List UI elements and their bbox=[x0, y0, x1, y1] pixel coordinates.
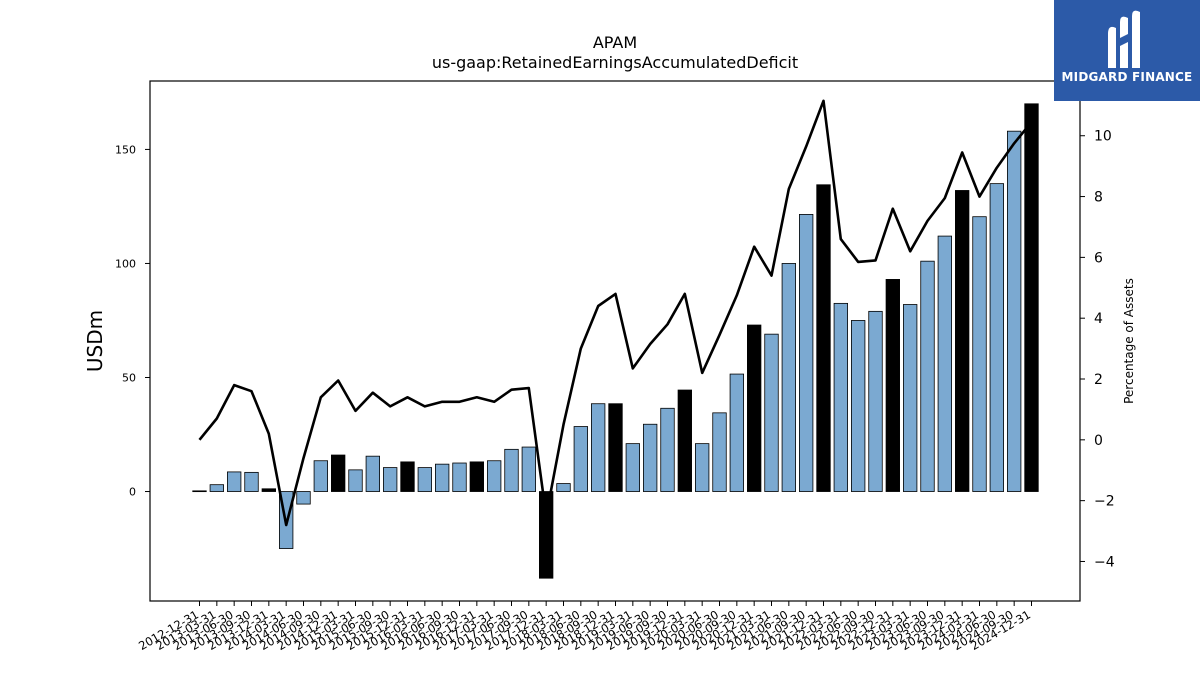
midgard-logo-icon bbox=[1108, 10, 1140, 69]
bar-2015-12-31 bbox=[400, 461, 415, 492]
bar-2021-12-31 bbox=[816, 184, 831, 492]
bar-2022-06-30 bbox=[851, 320, 866, 492]
bar-2019-06-30 bbox=[643, 423, 658, 492]
bar-2018-03-31 bbox=[556, 483, 571, 492]
bar-2023-03-31 bbox=[903, 304, 918, 492]
y-axis-right-label: Percentage of Assets bbox=[1122, 278, 1136, 404]
bar-2017-03-31 bbox=[487, 460, 502, 492]
bar-2016-03-31 bbox=[417, 467, 432, 492]
bar-2018-12-31 bbox=[608, 403, 623, 492]
right-tick-label: 6 bbox=[1094, 250, 1103, 266]
bar-2021-09-30 bbox=[799, 214, 814, 492]
bar-2013-06-30 bbox=[227, 471, 242, 492]
bar-2024-09-30 bbox=[1007, 130, 1022, 492]
chart-title: APAM bbox=[593, 33, 637, 52]
right-tick-label: 8 bbox=[1094, 190, 1103, 206]
left-tick-label: 150 bbox=[115, 143, 136, 156]
bar-2019-03-31 bbox=[625, 443, 640, 492]
bar-2014-12-31 bbox=[331, 454, 346, 492]
bar-2019-12-31 bbox=[677, 389, 692, 492]
left-tick-label: 0 bbox=[129, 486, 136, 499]
bar-2024-03-31 bbox=[972, 216, 987, 492]
bar-2021-06-30 bbox=[781, 263, 796, 492]
brand-logo: MIDGARD FINANCE bbox=[1054, 0, 1200, 101]
bar-2016-09-30 bbox=[452, 462, 467, 492]
bar-2013-03-31 bbox=[209, 484, 224, 492]
right-tick-label: 0 bbox=[1094, 433, 1103, 449]
bar-2015-03-31 bbox=[348, 469, 363, 492]
bar-2019-09-30 bbox=[660, 407, 675, 492]
right-tick-label: −2 bbox=[1094, 494, 1115, 510]
bar-2018-06-30 bbox=[573, 426, 588, 492]
bar-2020-06-30 bbox=[712, 412, 727, 492]
brand-name: MIDGARD FINANCE bbox=[1061, 70, 1193, 84]
bar-2015-06-30 bbox=[365, 455, 380, 492]
bar-2022-12-31 bbox=[885, 279, 900, 492]
bar-2024-12-31 bbox=[1024, 103, 1039, 492]
right-tick-label: −4 bbox=[1094, 554, 1115, 570]
y-axis-left-label: USDm bbox=[83, 310, 107, 372]
bar-2012-12-31 bbox=[192, 490, 207, 493]
chart-subtitle: us-gaap:RetainedEarningsAccumulatedDefic… bbox=[432, 53, 798, 72]
right-tick-label: 2 bbox=[1094, 372, 1103, 388]
bar-2018-09-30 bbox=[591, 403, 606, 492]
bar-2013-12-31 bbox=[261, 488, 276, 492]
bar-2023-09-30 bbox=[937, 235, 952, 492]
bar-2022-03-31 bbox=[833, 302, 848, 492]
bar-2020-09-30 bbox=[729, 373, 744, 492]
bar-2015-09-30 bbox=[383, 467, 398, 492]
right-tick-label: 10 bbox=[1094, 129, 1112, 145]
bar-2014-09-30 bbox=[313, 460, 328, 492]
bar-2024-06-30 bbox=[989, 183, 1004, 492]
bar-2020-12-31 bbox=[747, 324, 762, 492]
bar-2016-06-30 bbox=[435, 463, 450, 492]
bar-2020-03-31 bbox=[695, 443, 710, 492]
percentage-line bbox=[198, 99, 1033, 527]
bar-2017-09-30 bbox=[521, 446, 536, 492]
right-tick-label: 4 bbox=[1094, 311, 1103, 327]
left-tick-label: 50 bbox=[122, 371, 136, 384]
bar-2014-06-30 bbox=[296, 491, 311, 505]
bar-2023-12-31 bbox=[955, 190, 970, 492]
bar-2017-12-31 bbox=[539, 491, 554, 579]
bar-2016-12-31 bbox=[469, 461, 484, 492]
bar-2013-09-30 bbox=[244, 471, 259, 492]
bar-2022-09-30 bbox=[868, 310, 883, 492]
left-tick-label: 100 bbox=[115, 257, 136, 270]
bar-2017-06-30 bbox=[504, 448, 519, 492]
bar-2021-03-31 bbox=[764, 333, 779, 492]
bar-2023-06-30 bbox=[920, 260, 935, 492]
